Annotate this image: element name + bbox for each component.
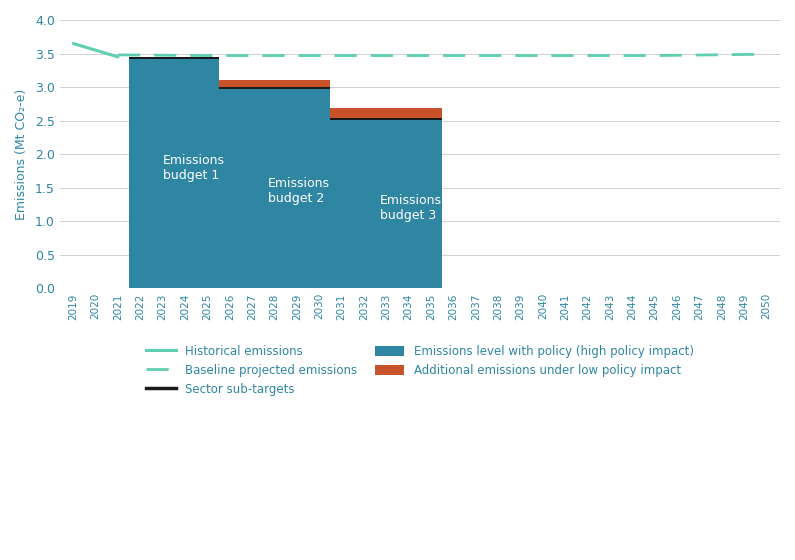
Bar [331,118,442,120]
Bar [219,89,331,288]
Legend: Historical emissions, Baseline projected emissions, Sector sub-targets, Emission: Historical emissions, Baseline projected… [142,340,699,400]
Text: Emissions
budget 1: Emissions budget 1 [163,153,225,181]
Bar [129,57,219,59]
Text: Emissions
budget 2: Emissions budget 2 [268,177,330,205]
Bar [129,59,219,288]
Text: Emissions
budget 3: Emissions budget 3 [380,194,442,222]
Bar [219,87,331,89]
Bar [219,80,331,87]
Bar [331,120,442,288]
Y-axis label: Emissions (Mt CO₂-e): Emissions (Mt CO₂-e) [15,88,28,220]
Bar [331,108,442,118]
